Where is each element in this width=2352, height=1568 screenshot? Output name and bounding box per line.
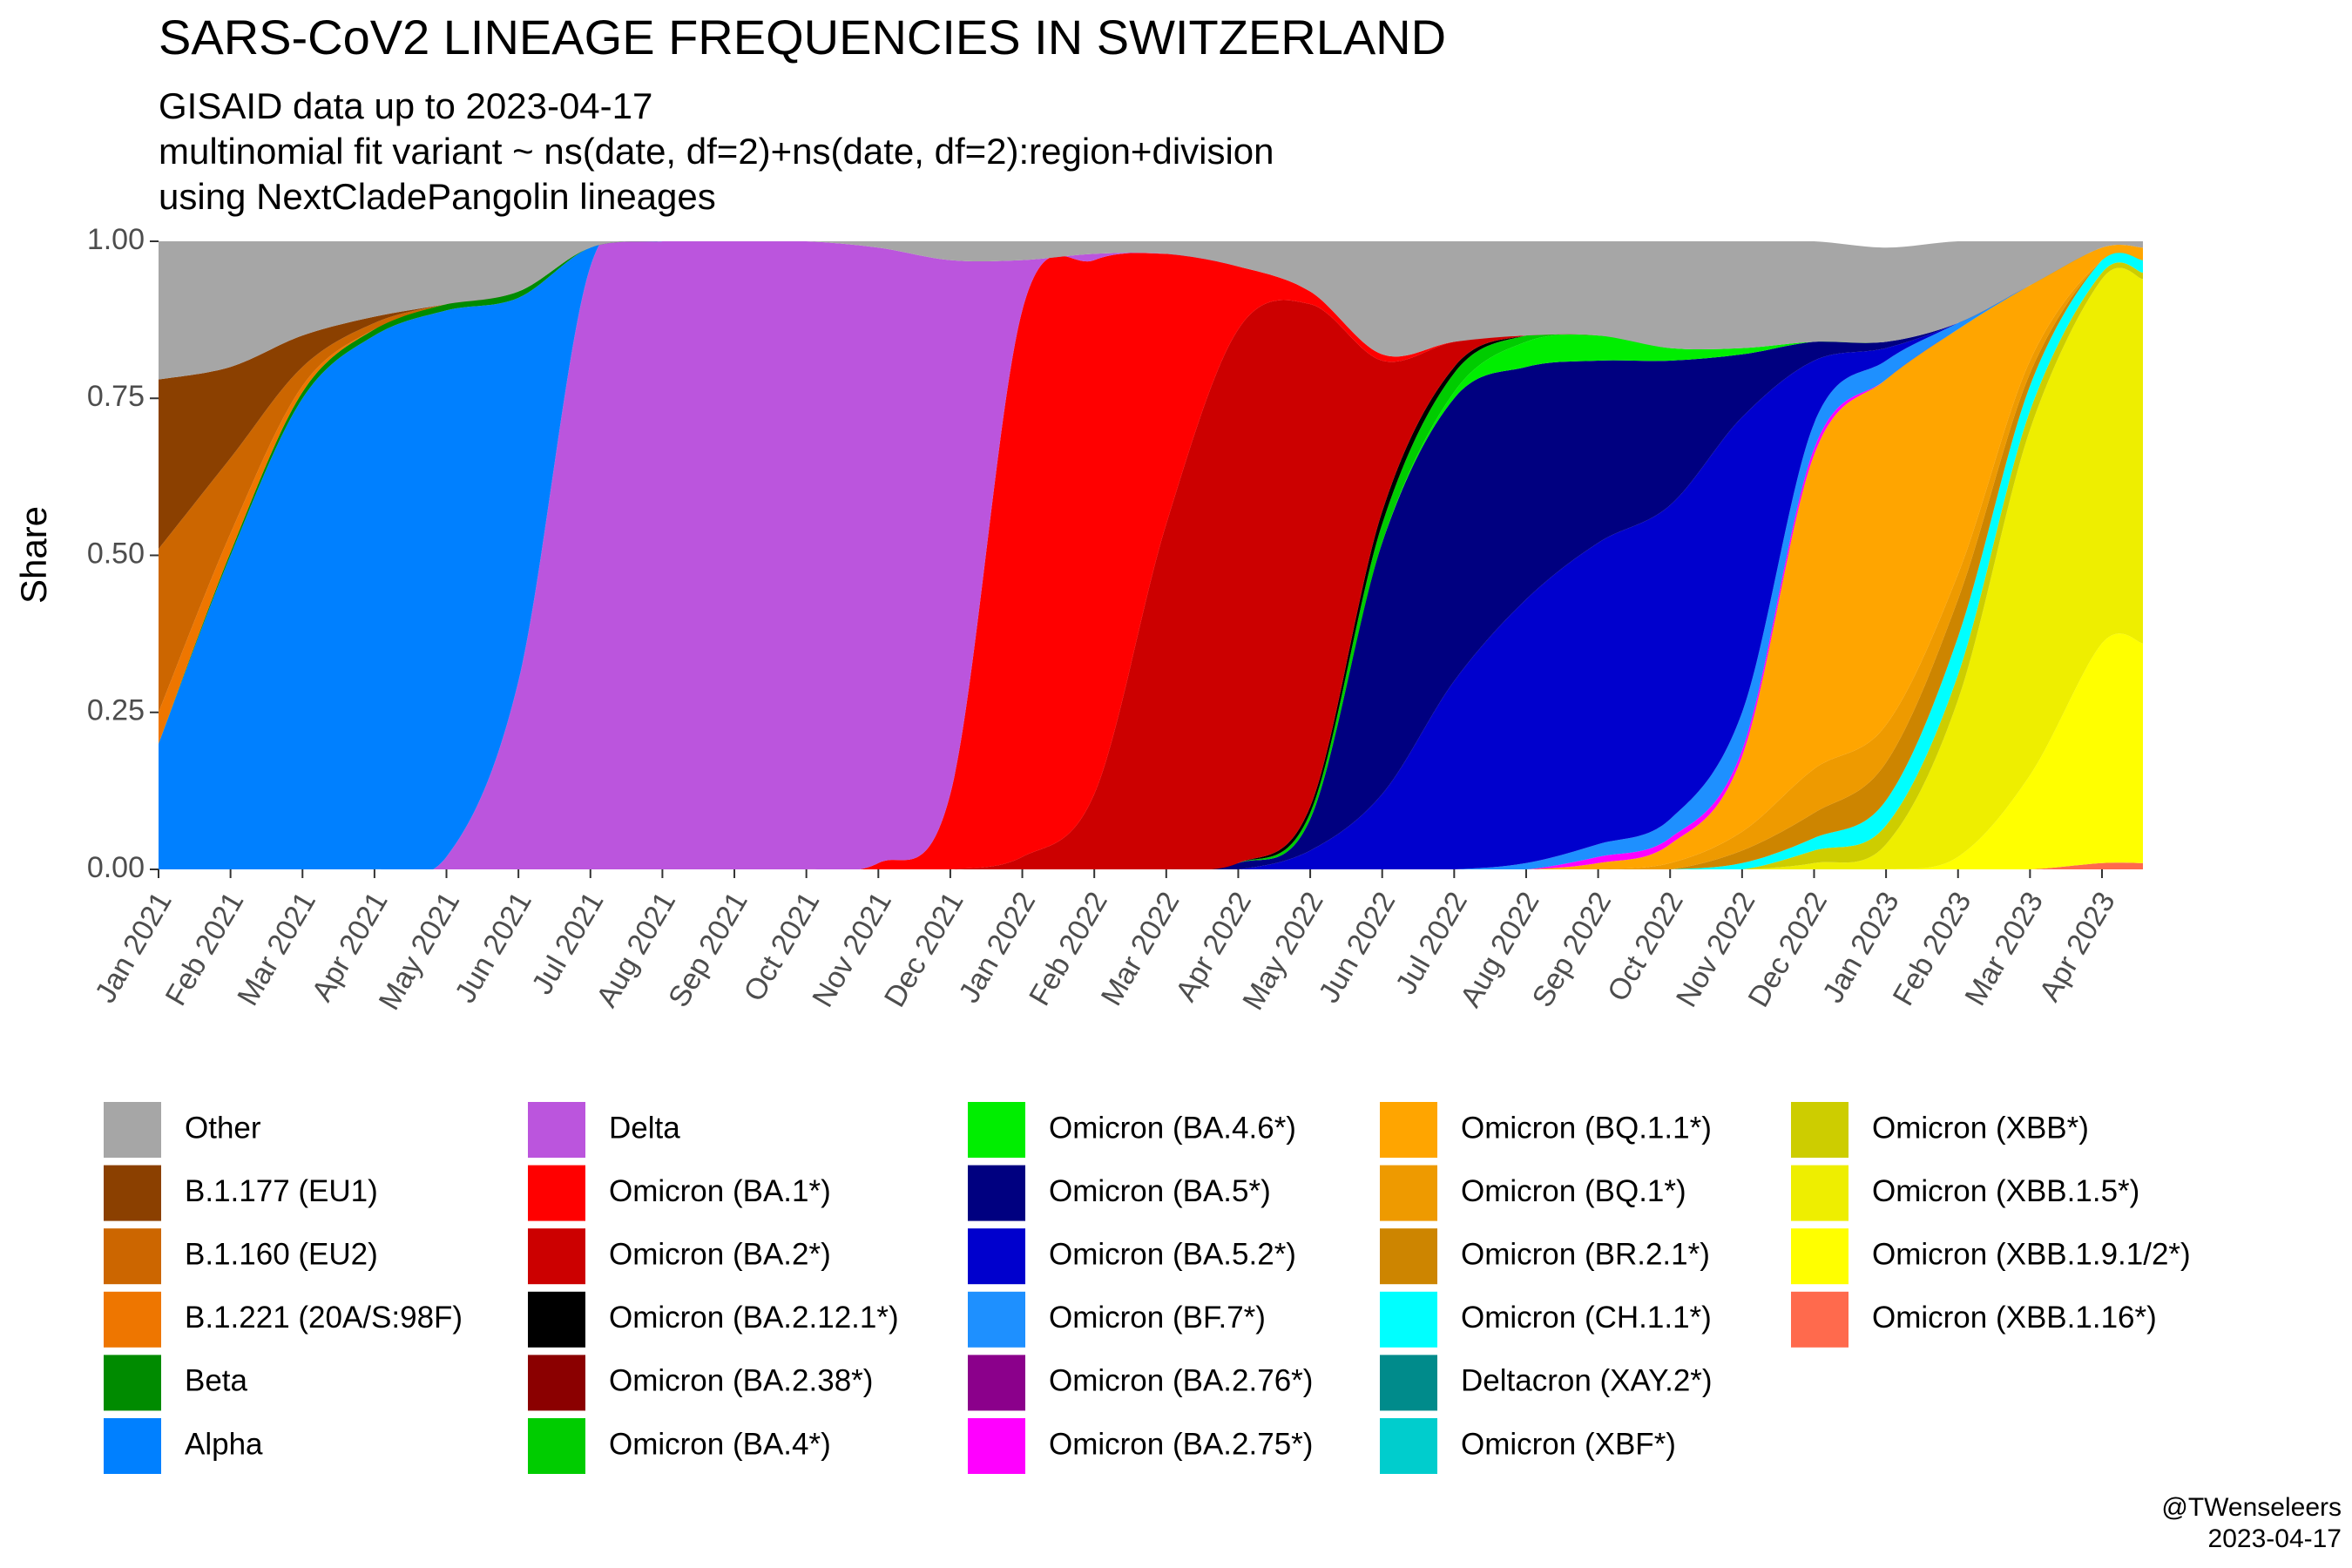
legend-label: Omicron (BA.2.76*)	[1049, 1364, 1313, 1398]
legend-swatch	[1378, 1353, 1439, 1413]
legend-swatch	[1378, 1289, 1439, 1349]
area-series	[159, 241, 2143, 869]
plot-area	[159, 241, 2143, 869]
legend-swatch	[526, 1227, 587, 1287]
y-tick-label: 1.00	[87, 223, 145, 256]
legend-swatch	[102, 1163, 163, 1223]
legend-swatch	[526, 1163, 587, 1223]
y-axis-label: Share	[13, 506, 54, 604]
legend-label: Omicron (BA.4*)	[609, 1427, 831, 1461]
legend-swatch	[1378, 1416, 1439, 1476]
y-tick-label: 0.00	[87, 851, 145, 884]
area-series	[159, 241, 2143, 869]
caption: 2023-04-17	[2208, 1524, 2342, 1553]
legend-swatch	[1789, 1227, 1850, 1287]
legend-swatch	[966, 1353, 1027, 1413]
y-tick-label: 0.75	[87, 380, 145, 413]
legend-swatch	[966, 1289, 1027, 1349]
legend-label: Omicron (BA.2*)	[609, 1237, 831, 1271]
area-series	[159, 267, 2143, 869]
area-series	[159, 245, 2143, 869]
legend-swatch	[966, 1227, 1027, 1287]
legend-label: Omicron (BA.2.38*)	[609, 1364, 873, 1398]
y-tick-label: 0.25	[87, 694, 145, 727]
legend-label: Omicron (BQ.1.1*)	[1461, 1111, 1712, 1145]
y-tick-label: 0.50	[87, 537, 145, 570]
legend-swatch	[1789, 1289, 1850, 1349]
legend-label: B.1.177 (EU1)	[185, 1174, 378, 1208]
legend-label: Omicron (BF.7*)	[1049, 1301, 1266, 1335]
legend-swatch	[102, 1416, 163, 1476]
chart-title: SARS-CoV2 LINEAGE FREQUENCIES IN SWITZER…	[159, 10, 1446, 64]
legend-label: Omicron (XBB*)	[1872, 1111, 2089, 1145]
legend-swatch	[526, 1100, 587, 1159]
legend-swatch	[526, 1416, 587, 1476]
legend-label: Omicron (CH.1.1*)	[1461, 1301, 1712, 1335]
legend-swatch	[526, 1289, 587, 1349]
legend-swatch	[102, 1227, 163, 1287]
legend-label: Deltacron (XAY.2*)	[1461, 1364, 1713, 1398]
legend-swatch	[526, 1353, 587, 1413]
legend-swatch	[1378, 1163, 1439, 1223]
area-series	[159, 245, 2143, 869]
legend-label: Beta	[185, 1364, 248, 1398]
chart-subtitle: GISAID data up to 2023-04-17	[159, 85, 652, 126]
area-series	[159, 241, 2143, 380]
legend-label: Omicron (XBF*)	[1461, 1427, 1676, 1461]
legend-label: Omicron (XBB.1.5*)	[1872, 1174, 2139, 1208]
legend-label: Delta	[609, 1111, 680, 1145]
legend-label: Omicron (BR.2.1*)	[1461, 1237, 1710, 1271]
legend-label: Omicron (XBB.1.16*)	[1872, 1301, 2157, 1335]
legend-label: B.1.160 (EU2)	[185, 1237, 378, 1271]
area-series	[159, 245, 2143, 869]
legend-label: Omicron (XBB.1.9.1/2*)	[1872, 1237, 2191, 1271]
legend-label: Omicron (BA.1*)	[609, 1174, 831, 1208]
chart-subtitle: using NextCladePangolin lineages	[159, 176, 716, 217]
legend-label: Omicron (BA.5.2*)	[1049, 1237, 1296, 1271]
legend-label: Omicron (BA.2.75*)	[1049, 1427, 1313, 1461]
legend-label: B.1.221 (20A/S:98F)	[185, 1301, 463, 1335]
legend-swatch	[966, 1416, 1027, 1476]
legend-swatch	[966, 1163, 1027, 1223]
legend-label: Other	[185, 1111, 261, 1145]
chart-subtitle: multinomial fit variant ~ ns(date, df=2)…	[159, 131, 1274, 172]
legend-label: Omicron (BA.5*)	[1049, 1174, 1271, 1208]
legend-swatch	[102, 1100, 163, 1159]
legend-swatch	[1378, 1227, 1439, 1287]
legend-label: Alpha	[185, 1427, 263, 1461]
legend-swatch	[1378, 1100, 1439, 1159]
legend-swatch	[1789, 1163, 1850, 1223]
legend-label: Omicron (BA.2.12.1*)	[609, 1301, 899, 1335]
caption: @TWenseleers	[2161, 1493, 2342, 1522]
area-series	[159, 245, 2143, 869]
legend-label: Omicron (BQ.1*)	[1461, 1174, 1686, 1208]
legend-swatch	[966, 1100, 1027, 1159]
legend-swatch	[102, 1289, 163, 1349]
legend-swatch	[102, 1353, 163, 1413]
legend-label: Omicron (BA.4.6*)	[1049, 1111, 1296, 1145]
legend-swatch	[1789, 1100, 1850, 1159]
